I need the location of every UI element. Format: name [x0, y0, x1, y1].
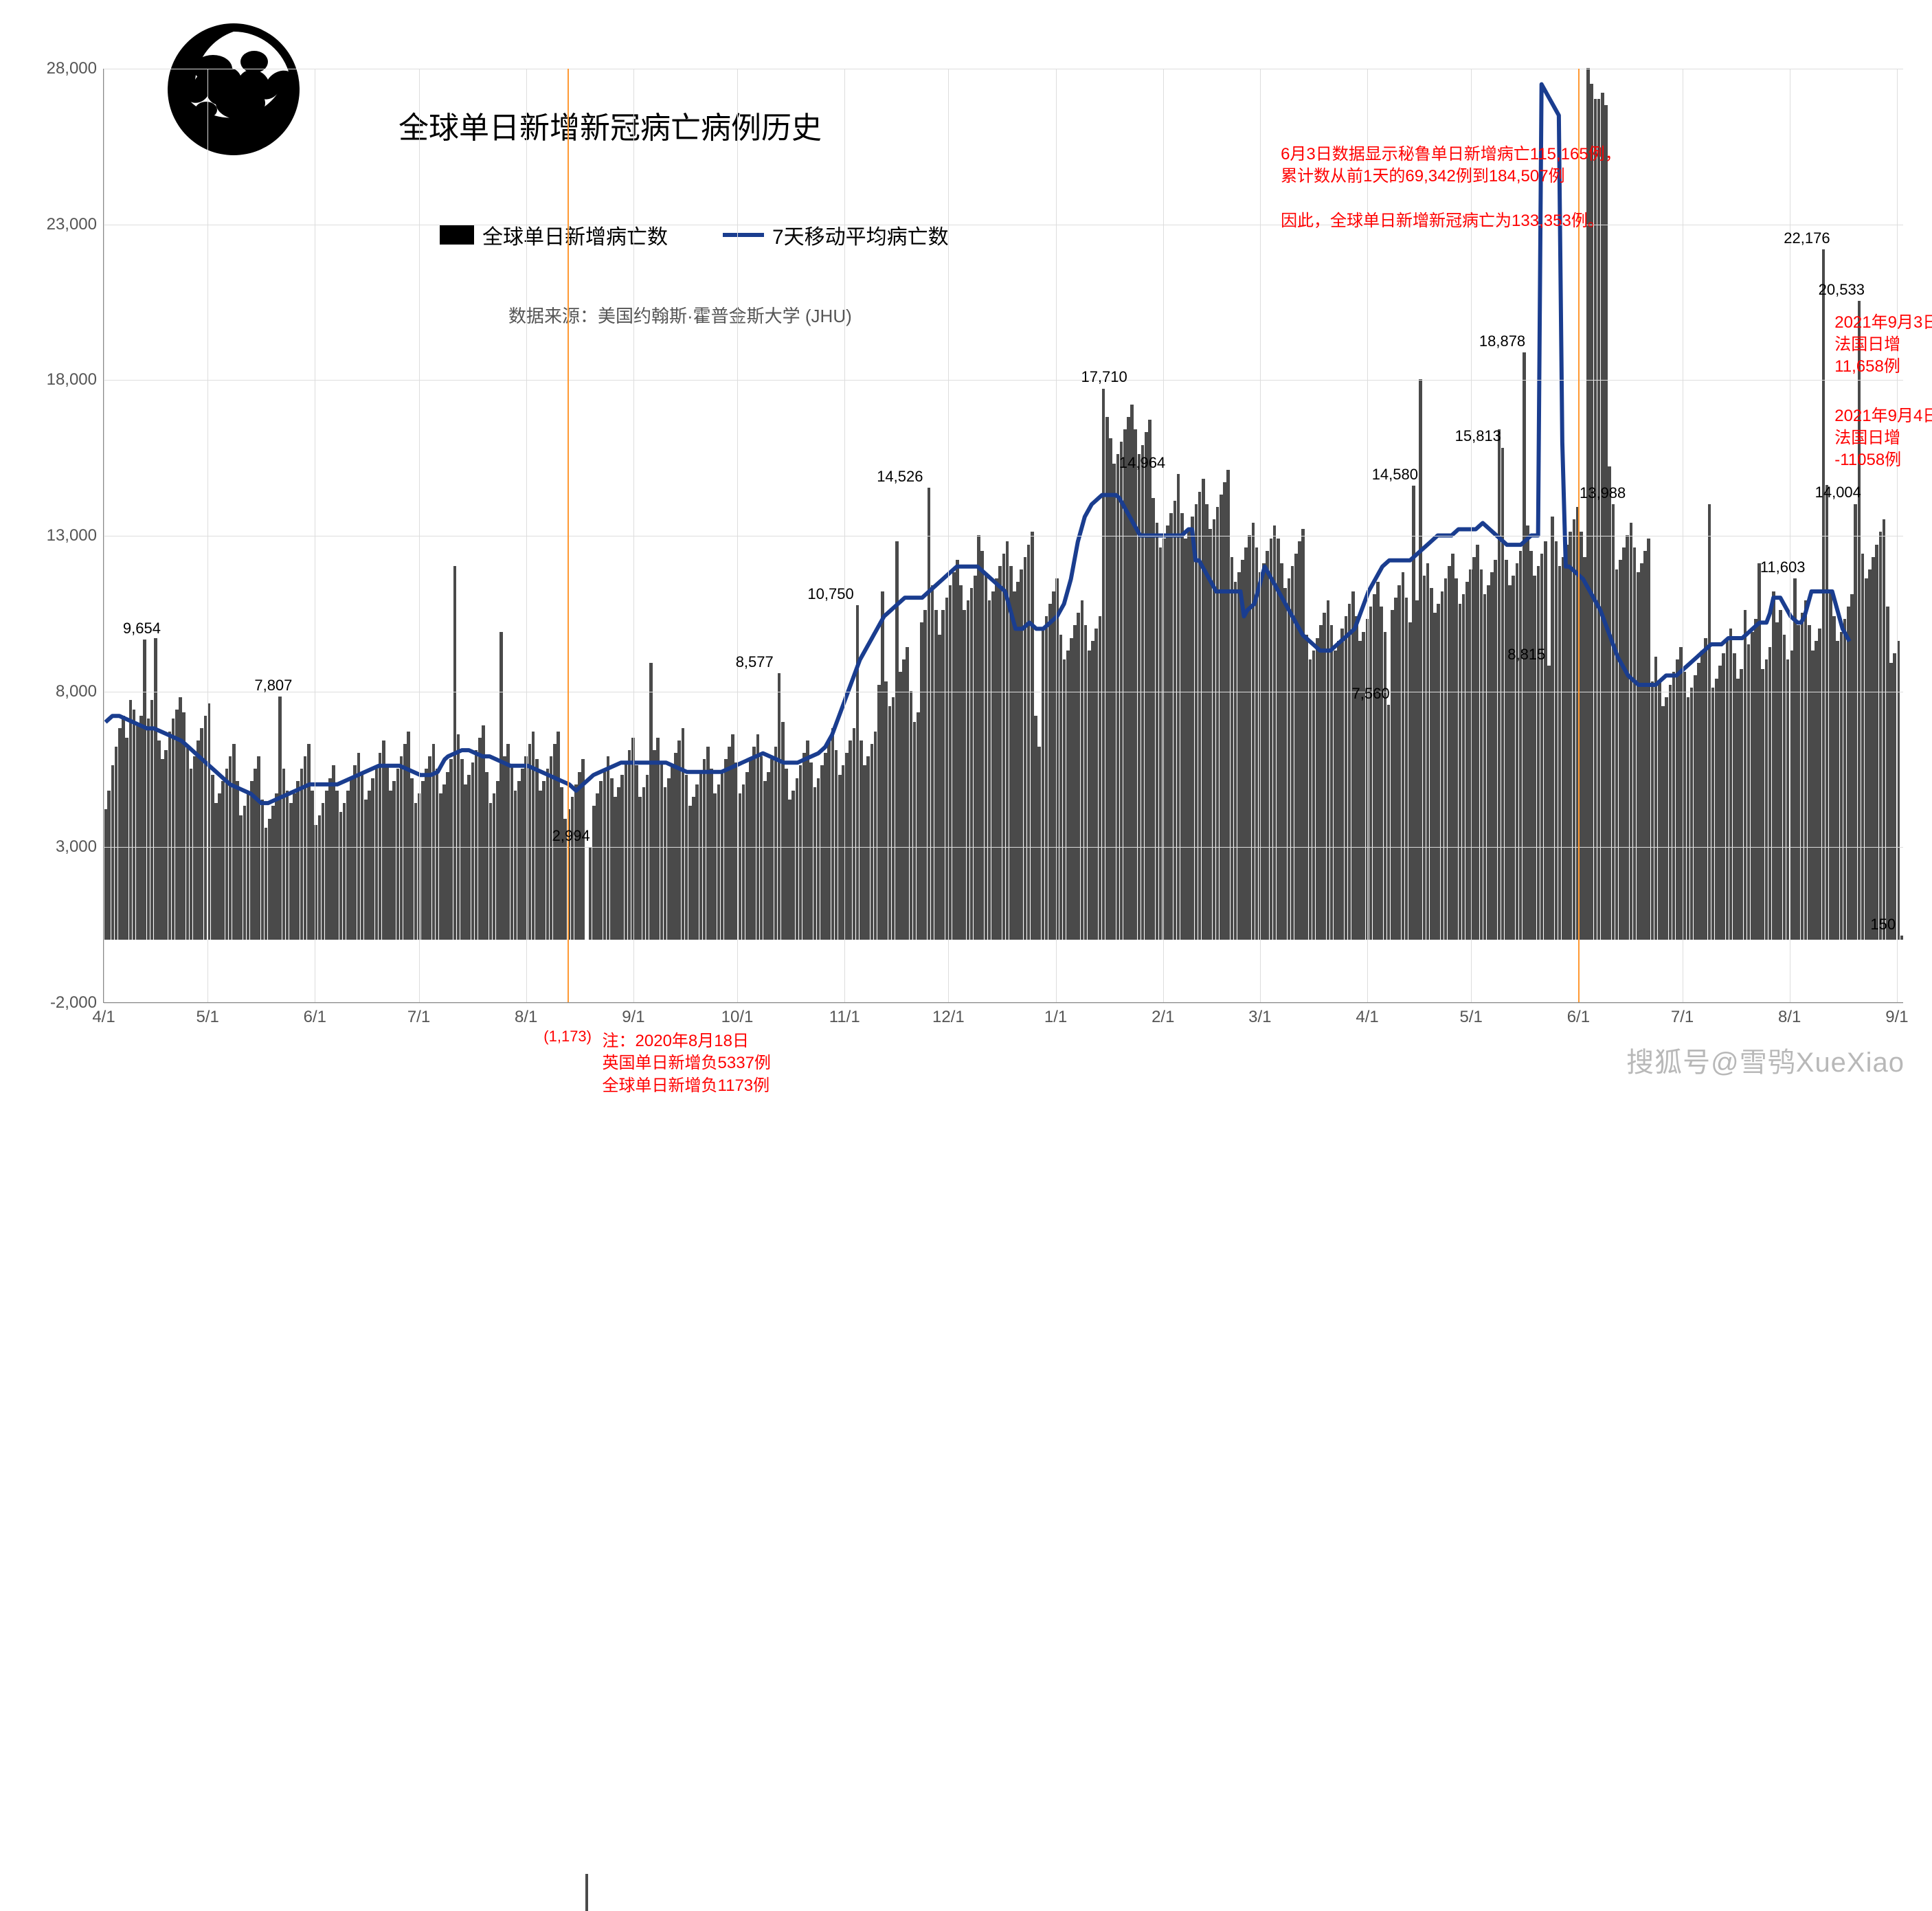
- y-tick-label: 3,000: [56, 837, 97, 857]
- y-tick-label: 13,000: [47, 526, 97, 545]
- annotation-text: 注：2020年8月18日英国单日新增负5337例全球单日新增负1173例: [603, 1030, 771, 1097]
- data-point-label: 18,878: [1479, 332, 1525, 350]
- x-tick-label: 10/1: [721, 1008, 754, 1027]
- y-tick-label: 18,000: [47, 370, 97, 389]
- x-tick-label: 2/1: [1152, 1008, 1174, 1027]
- gridline-v: [1163, 69, 1164, 1002]
- x-tick-label: 7/1: [1671, 1008, 1694, 1027]
- chart-container: 全球单日新增新冠病亡病例历史 全球单日新增病亡数 7天移动平均病亡数 数据来源：…: [103, 27, 1903, 1017]
- x-tick-label: 7/1: [407, 1008, 430, 1027]
- x-tick-label: 4/1: [1356, 1008, 1378, 1027]
- marker-line: [568, 69, 569, 1002]
- x-tick-label: 8/1: [515, 1008, 537, 1027]
- x-tick-label: 9/1: [1885, 1008, 1908, 1027]
- gridline-v: [419, 69, 420, 1002]
- x-tick-label: 9/1: [622, 1008, 644, 1027]
- data-point-label: 17,710: [1081, 368, 1127, 386]
- data-point-label: 10,750: [807, 585, 853, 603]
- x-tick-label: 3/1: [1248, 1008, 1271, 1027]
- gridline-h: [104, 1003, 1903, 1004]
- data-point-label: 7,807: [254, 677, 292, 694]
- data-point-label: 22,176: [1784, 229, 1830, 247]
- data-point-label: 7,560: [1352, 685, 1390, 703]
- gridline-v: [207, 69, 208, 1002]
- data-point-label: 14,964: [1119, 454, 1165, 472]
- data-point-label: 9,654: [123, 620, 161, 637]
- gridline-v: [844, 69, 845, 1002]
- x-tick-label: 4/1: [92, 1008, 115, 1027]
- gridline-v: [633, 69, 634, 1002]
- data-point-label: 2,994: [552, 827, 590, 845]
- x-tick-label: 12/1: [932, 1008, 965, 1027]
- data-point-label: 13,988: [1580, 484, 1626, 502]
- watermark: 搜狐号@雪鸮XueXiao: [1626, 1040, 1905, 1080]
- data-point-label: 14,580: [1372, 466, 1418, 484]
- annotation-text: 2021年9月3日法国日增11,658例: [1834, 312, 1932, 378]
- gridline-v: [1897, 69, 1898, 1002]
- x-tick-label: 1/1: [1044, 1008, 1067, 1027]
- y-tick-label: 23,000: [47, 215, 97, 234]
- y-tick-label: 8,000: [56, 682, 97, 701]
- annotation-text: 6月3日数据显示秘鲁单日新增病亡115,165例，累计数从前1天的69,342例…: [1281, 144, 1621, 233]
- x-tick-label: 6/1: [304, 1008, 326, 1027]
- data-point-label: 20,533: [1819, 281, 1865, 299]
- data-point-label: 8,577: [736, 653, 774, 671]
- gridline-h: [104, 847, 1903, 848]
- gridline-v: [948, 69, 949, 1002]
- y-tick-label: -2,000: [50, 993, 97, 1013]
- x-tick-label: 11/1: [829, 1008, 860, 1027]
- gridline-v: [1056, 69, 1057, 1002]
- x-tick-label: 8/1: [1778, 1008, 1801, 1027]
- gridline-v: [1260, 69, 1261, 1002]
- x-tick-label: 5/1: [196, 1008, 218, 1027]
- data-point-label: 11,603: [1760, 558, 1806, 576]
- gridline-v: [526, 69, 527, 1002]
- x-tick-label: 6/1: [1567, 1008, 1590, 1027]
- y-tick-label: 28,000: [47, 59, 97, 78]
- data-point-label: 15,813: [1455, 427, 1501, 445]
- gridline-h: [104, 380, 1903, 381]
- data-point-label: 8,815: [1507, 646, 1545, 664]
- data-point-label: 14,004: [1815, 484, 1861, 501]
- plot-area: -2,0003,0008,00013,00018,00023,00028,000…: [103, 69, 1903, 1003]
- data-point-label: 14,526: [877, 468, 923, 486]
- negative-value-label: (1,173): [543, 1028, 592, 1045]
- annotation-text: 2021年9月4日法国日增-11058例: [1834, 405, 1932, 472]
- gridline-v: [737, 69, 738, 1002]
- x-tick-label: 5/1: [1460, 1008, 1483, 1027]
- data-point-label: 150: [1870, 916, 1896, 934]
